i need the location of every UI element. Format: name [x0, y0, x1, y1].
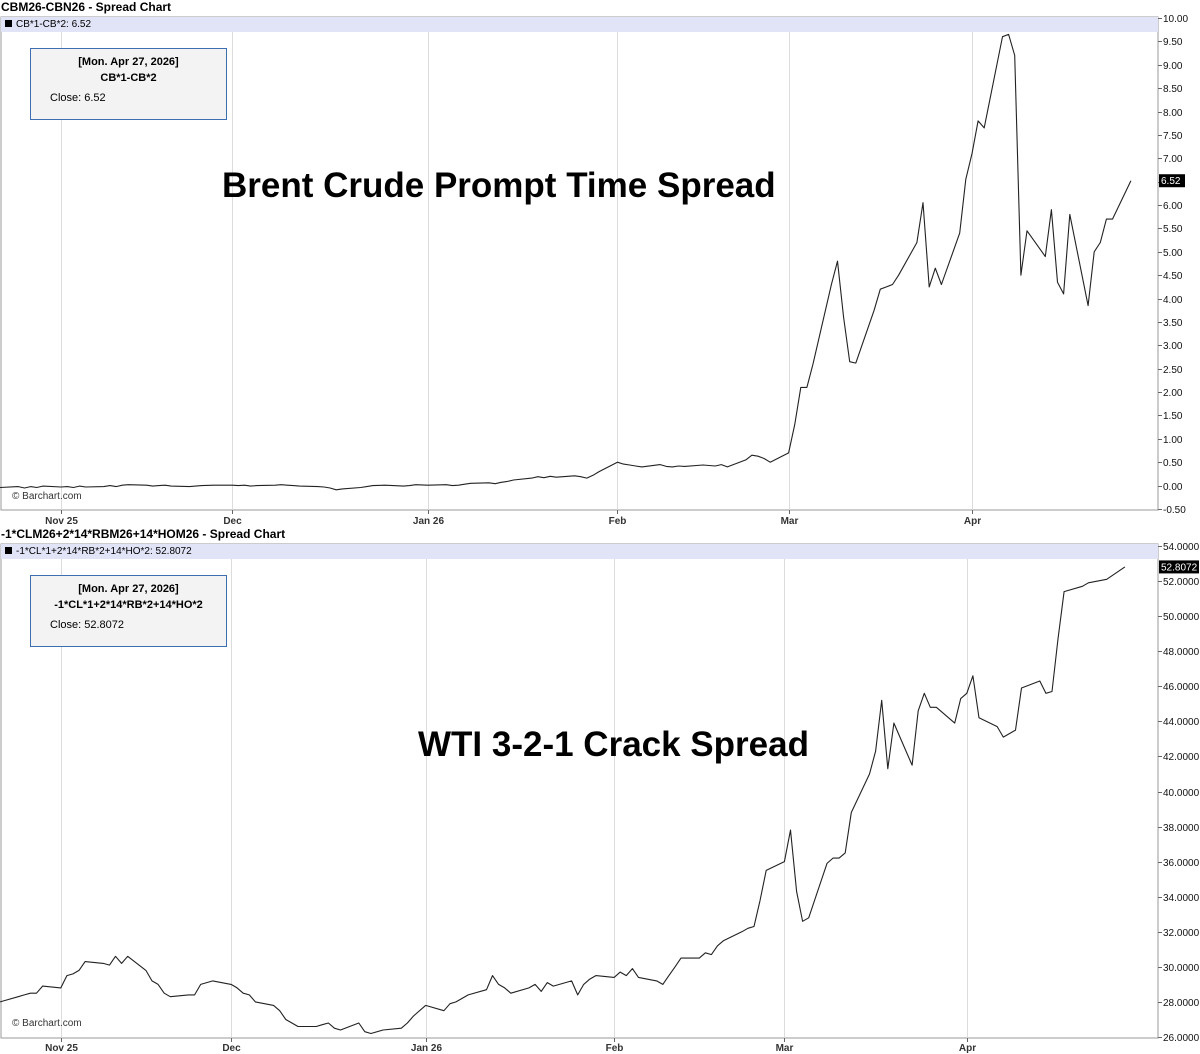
y-tick-label: 26.0000: [1163, 1033, 1200, 1044]
y-tick-label: 10.00: [1163, 14, 1188, 25]
y-tick-label: 4.00: [1163, 295, 1183, 306]
x-tick-label: Apr: [964, 516, 981, 527]
series-line: [0, 33, 1132, 491]
x-tick-label: Nov 25: [45, 516, 78, 527]
legend-bar: CB*1-CB*2: 6.52: [1, 17, 1158, 32]
last-value-label: 6.52: [1161, 176, 1181, 187]
y-tick-label: 7.50: [1163, 131, 1183, 142]
y-tick-label: 3.00: [1163, 341, 1183, 352]
brent-spread-chart: Nov 25 Dec Jan 26 Feb Mar Apr -0.50 0.00 0.50 1.0…: [0, 14, 1188, 527]
x-tick-label: Feb: [609, 516, 627, 527]
tooltip-close: Close: 6.52: [50, 92, 106, 104]
legend-label: CB*1-CB*2: 6.52: [16, 19, 92, 30]
legend-bar: -1*CL*1+2*14*RB*2+14*HO*2: 52.8072: [1, 544, 1158, 559]
y-tick-label: 44.0000: [1163, 717, 1200, 728]
chart-title: -1*CLM26+2*14*RBM26+14*HOM26 - Spread Ch…: [1, 527, 286, 541]
data-tooltip-box: [Mon. Apr 27, 2026] CB*1-CB*2 Close: 6.5…: [30, 48, 227, 120]
tooltip-symbol: -1*CL*1+2*14*RB*2+14*HO*2: [54, 599, 203, 611]
series-square-icon: [5, 20, 12, 27]
x-tick-label: Dec: [222, 1043, 241, 1054]
y-tick-label: 9.00: [1163, 61, 1183, 72]
y-tick-label: 28.0000: [1163, 998, 1200, 1009]
chart-title: CBM26-CBN26 - Spread Chart: [1, 0, 172, 14]
last-value-marker: [1159, 560, 1199, 574]
y-tick-label: 2.50: [1163, 365, 1183, 376]
y-tick-label: 5.00: [1163, 248, 1183, 259]
watermark: © Barchart.com: [12, 491, 82, 502]
y-tick-label: 1.00: [1163, 435, 1183, 446]
y-tick-label: 40.0000: [1163, 788, 1200, 799]
last-value-marker: [1159, 174, 1185, 188]
tooltip-symbol: CB*1-CB*2: [100, 72, 157, 84]
y-tick-label: 0.00: [1163, 482, 1183, 493]
y-tick-label: 30.0000: [1163, 963, 1200, 974]
y-tick-label: 46.0000: [1163, 682, 1200, 693]
y-tick-label: 5.50: [1163, 224, 1183, 235]
y-tick-label: 6.00: [1163, 201, 1183, 212]
y-tick-label: 7.00: [1163, 154, 1183, 165]
watermark: © Barchart.com: [12, 1018, 82, 1029]
y-tick-label: 2.00: [1163, 388, 1183, 399]
x-tick-label: Mar: [781, 516, 799, 527]
tooltip-date: [Mon. Apr 27, 2026]: [78, 583, 179, 595]
x-tick-label: Nov 25: [45, 1043, 78, 1054]
y-tick-label: 4.50: [1163, 271, 1183, 282]
y-tick-label: -0.50: [1163, 505, 1186, 516]
y-tick-label: 8.50: [1163, 84, 1183, 95]
x-tick-label: Jan 26: [413, 516, 445, 527]
chart-overlay-title: Brent Crude Prompt Time Spread: [222, 166, 776, 205]
y-tick-label: 9.50: [1163, 37, 1183, 48]
y-tick-label: 36.0000: [1163, 858, 1200, 869]
y-tick-label: 3.50: [1163, 318, 1183, 329]
y-tick-label: 1.50: [1163, 411, 1183, 422]
chart-overlay-title: WTI 3-2-1 Crack Spread: [418, 725, 809, 764]
tooltip-date: [Mon. Apr 27, 2026]: [78, 56, 179, 68]
x-tick-label: Dec: [223, 516, 242, 527]
data-tooltip-box: [Mon. Apr 27, 2026] -1*CL*1+2*14*RB*2+14…: [30, 575, 227, 647]
legend-label: -1*CL*1+2*14*RB*2+14*HO*2: 52.8072: [16, 546, 192, 557]
series-line: [0, 566, 1126, 1035]
y-tick-label: 54.0000: [1163, 542, 1200, 553]
x-tick-label: Mar: [776, 1043, 794, 1054]
x-tick-label: Apr: [959, 1043, 976, 1054]
brent-spread-panel: Nov 25 Dec Jan 26 Feb Mar Apr -0.50 0.00 0.50 1.0…: [0, 0, 1188, 527]
x-tick-label: Feb: [606, 1043, 624, 1054]
crack-spread-panel: Nov 25 Dec Jan 26 Feb Mar Apr 26.0000 28.0000 30…: [0, 527, 1200, 1054]
y-tick-label: 50.0000: [1163, 612, 1200, 623]
y-tick-label: 52.0000: [1163, 577, 1200, 588]
y-tick-label: 48.0000: [1163, 647, 1200, 658]
y-tick-label: 8.00: [1163, 108, 1183, 119]
tooltip-close: Close: 52.8072: [50, 619, 124, 631]
y-tick-label: 32.0000: [1163, 928, 1200, 939]
series-square-icon: [5, 547, 12, 554]
y-tick-label: 38.0000: [1163, 823, 1200, 834]
crack-spread-chart: Nov 25 Dec Jan 26 Feb Mar Apr 26.0000 28.0000 30…: [0, 542, 1200, 1054]
last-value-label: 52.8072: [1161, 562, 1198, 573]
y-tick-label: 42.0000: [1163, 752, 1200, 763]
y-tick-label: 0.50: [1163, 458, 1183, 469]
x-tick-label: Jan 26: [411, 1043, 443, 1054]
y-tick-label: 34.0000: [1163, 893, 1200, 904]
